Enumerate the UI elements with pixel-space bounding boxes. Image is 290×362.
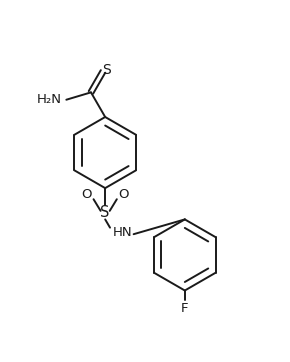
Text: F: F <box>181 302 188 315</box>
Text: S: S <box>101 205 110 220</box>
Text: S: S <box>102 63 111 77</box>
Text: O: O <box>119 188 129 201</box>
Text: O: O <box>81 188 92 201</box>
Text: H₂N: H₂N <box>37 93 62 106</box>
Text: HN: HN <box>112 226 132 239</box>
